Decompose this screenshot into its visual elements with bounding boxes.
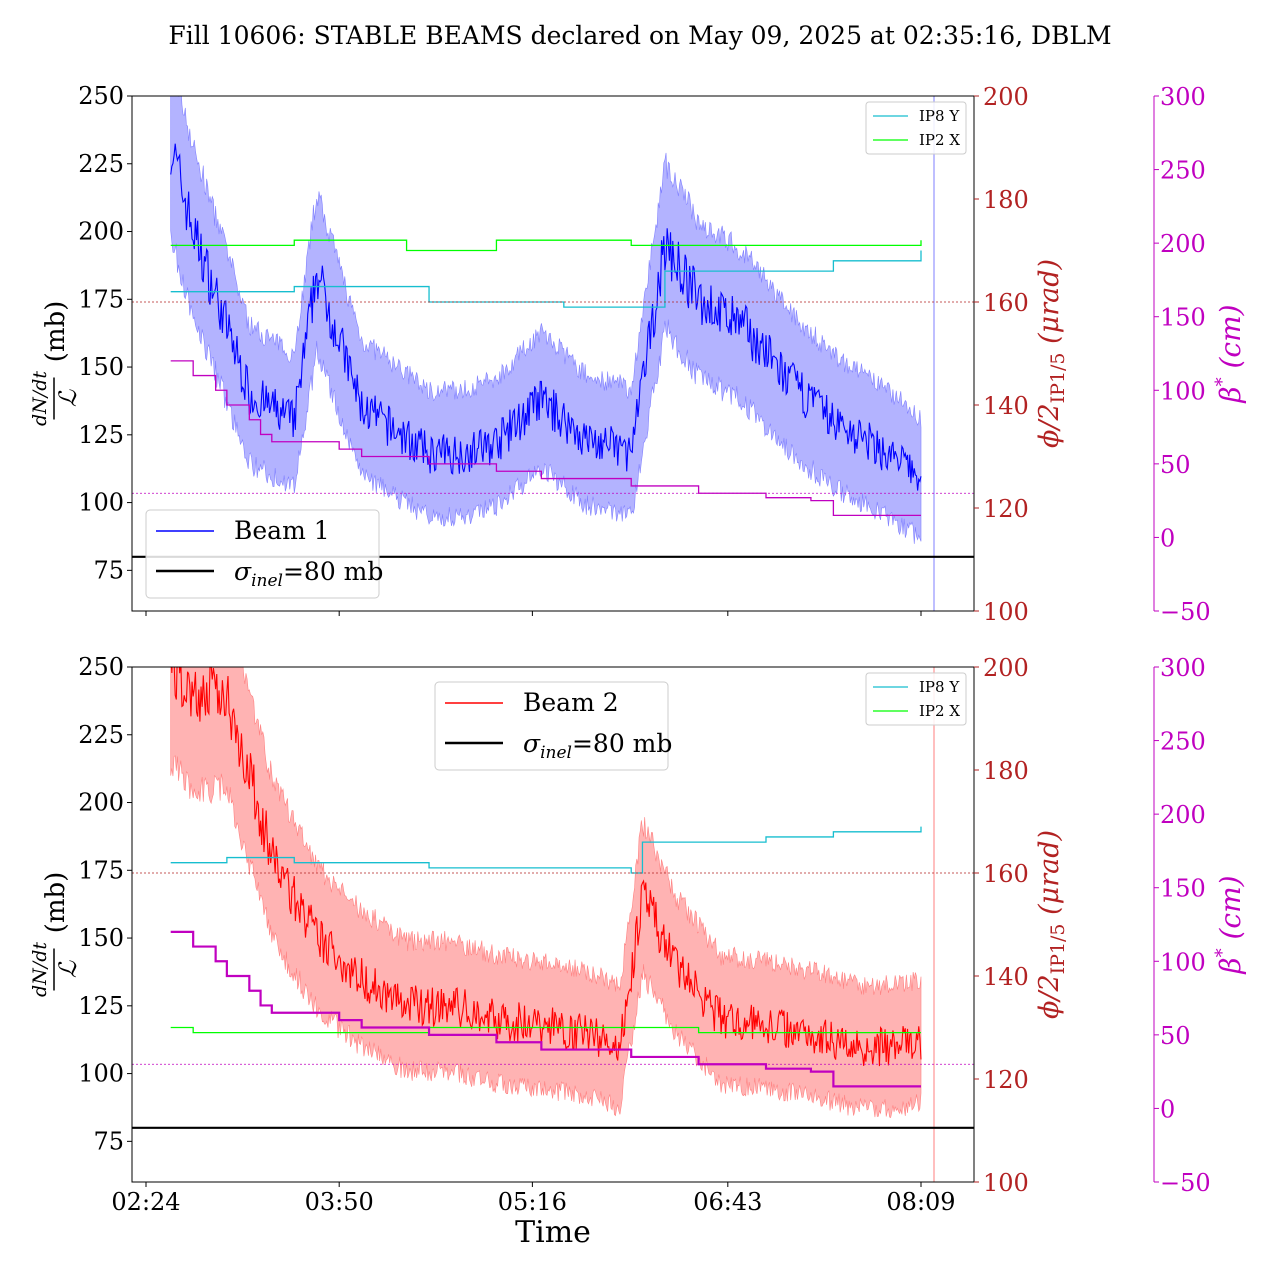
beta-tick-label: 50 [1160,451,1191,479]
legend-ip: IP8 Y IP2 X [865,101,967,155]
x-tick-label: 02:24 [111,1188,180,1216]
left-axis-label-numerator: dN/dt [29,371,51,426]
left-tick-label: 250 [78,653,124,681]
legend-ip8-label: IP8 Y [919,107,960,125]
legend-sigma-label: σinel=80 mb [234,557,383,591]
left-tick-label: 100 [78,1060,124,1088]
beta-tick-label: 150 [1160,304,1206,332]
angle-tick-label: 120 [983,1066,1029,1094]
angle-tick-label: 160 [983,860,1029,888]
beam-band [170,667,922,1119]
left-axis-label-unit: (mb) [41,872,71,934]
beta-tick-label: 200 [1160,230,1206,258]
ip2-series-line [170,1026,921,1034]
legend-ip2-label: IP2 X [919,702,960,720]
beta-tick-label: 0 [1160,1095,1175,1123]
chart-title: Fill 10606: STABLE BEAMS declared on May… [168,21,1111,50]
legend-ip: IP8 Y IP2 X [865,672,967,726]
beta-tick-label: 300 [1160,654,1206,682]
angle-tick-label: 100 [983,598,1029,626]
beta-tick-label: −50 [1160,1169,1211,1197]
legend-ip8-label: IP8 Y [919,678,960,696]
ip8-series-line [170,250,922,308]
angle-tick-label: 120 [983,495,1029,523]
left-axis-label-unit: (mb) [41,301,71,363]
plot-frame [131,666,975,1183]
beta-tick-label: 150 [1160,875,1206,903]
legend-ip2-label: IP2 X [919,131,960,149]
legend-main: Beam 2 σinel=80 mb [434,681,672,771]
left-tick-label: 125 [78,992,124,1020]
left-tick-label: 175 [78,285,124,313]
legend-main-box [145,509,380,599]
ip8-series-line [170,826,922,874]
beta-tick-label: 250 [1160,157,1206,185]
angle-tick-label: 140 [983,963,1029,991]
left-tick-label: 150 [78,353,124,381]
panels: 75 100 125 150 175 200 225 250 100 120 140 160 180 20… [29,82,1247,1216]
left-tick-label: 75 [93,1127,124,1155]
beam-series-line [170,143,922,491]
beta-tick-label: −50 [1160,598,1211,626]
left-tick-label: 200 [78,789,124,817]
angle-axis-label: ϕ/2IP1/5 (μrad) [1034,259,1069,448]
angle-tick-label: 160 [983,289,1029,317]
x-axis-label: Time [515,1215,591,1250]
plot-frame [131,95,975,612]
angle-tick-label: 140 [983,392,1029,420]
legend-main-box [434,681,669,771]
ip2-series-line [170,239,922,252]
x-tick-label: 03:50 [305,1188,374,1216]
beta-tick-label: 100 [1160,377,1206,405]
angle-tick-label: 100 [983,1169,1029,1197]
beta-tick-label: 200 [1160,801,1206,829]
left-tick-label: 250 [78,82,124,110]
x-tick-label: 08:09 [886,1188,955,1216]
beta-axis-label: β* (cm) [1212,304,1247,403]
beta-axis-label: β* (cm) [1212,875,1247,974]
beta-tick-label: 300 [1160,83,1206,111]
left-axis-label: dN/dt ℒ (mb) [29,872,82,997]
panel-top: 75 100 125 150 175 200 225 250 100 120 140 160 180 20… [29,82,1247,626]
legend-ip-box [865,672,967,726]
beam-band [170,96,922,544]
legend-main: Beam 1 σinel=80 mb [145,509,383,599]
left-tick-label: 125 [78,421,124,449]
beam-series-line [170,667,922,1067]
left-tick-label: 225 [78,721,124,749]
left-tick-label: 225 [78,150,124,178]
beta-series-line [170,930,921,1088]
left-tick-label: 75 [93,556,124,584]
left-tick-label: 150 [78,924,124,952]
angle-tick-label: 180 [983,757,1029,785]
panel-bottom: 75 100 125 150 175 200 225 250 100 120 140 160 180 20… [29,653,1247,1216]
legend-beam-label: Beam 2 [523,688,619,717]
angle-tick-label: 180 [983,186,1029,214]
angle-tick-label: 200 [983,654,1029,682]
beta-tick-label: 0 [1160,524,1175,552]
left-axis-label: dN/dt ℒ (mb) [29,301,82,426]
left-tick-label: 175 [78,856,124,884]
plot-area [132,667,974,1182]
angle-tick-label: 200 [983,83,1029,111]
beta-series-line [170,360,921,517]
beta-tick-label: 50 [1160,1022,1191,1050]
left-axis-label-denominator: ℒ [54,960,82,978]
angle-axis-label: ϕ/2IP1/5 (μrad) [1034,830,1069,1019]
left-axis-label-denominator: ℒ [54,389,82,407]
legend-ip-box [865,101,967,155]
x-tick-label: 06:43 [693,1188,762,1216]
left-tick-label: 100 [78,489,124,517]
x-tick-label: 05:16 [498,1188,567,1216]
left-tick-label: 200 [78,218,124,246]
beta-tick-label: 250 [1160,728,1206,756]
legend-sigma-label: σinel=80 mb [523,729,672,763]
beta-tick-label: 100 [1160,948,1206,976]
legend-beam-label: Beam 1 [234,516,330,545]
left-axis-label-numerator: dN/dt [29,942,51,997]
